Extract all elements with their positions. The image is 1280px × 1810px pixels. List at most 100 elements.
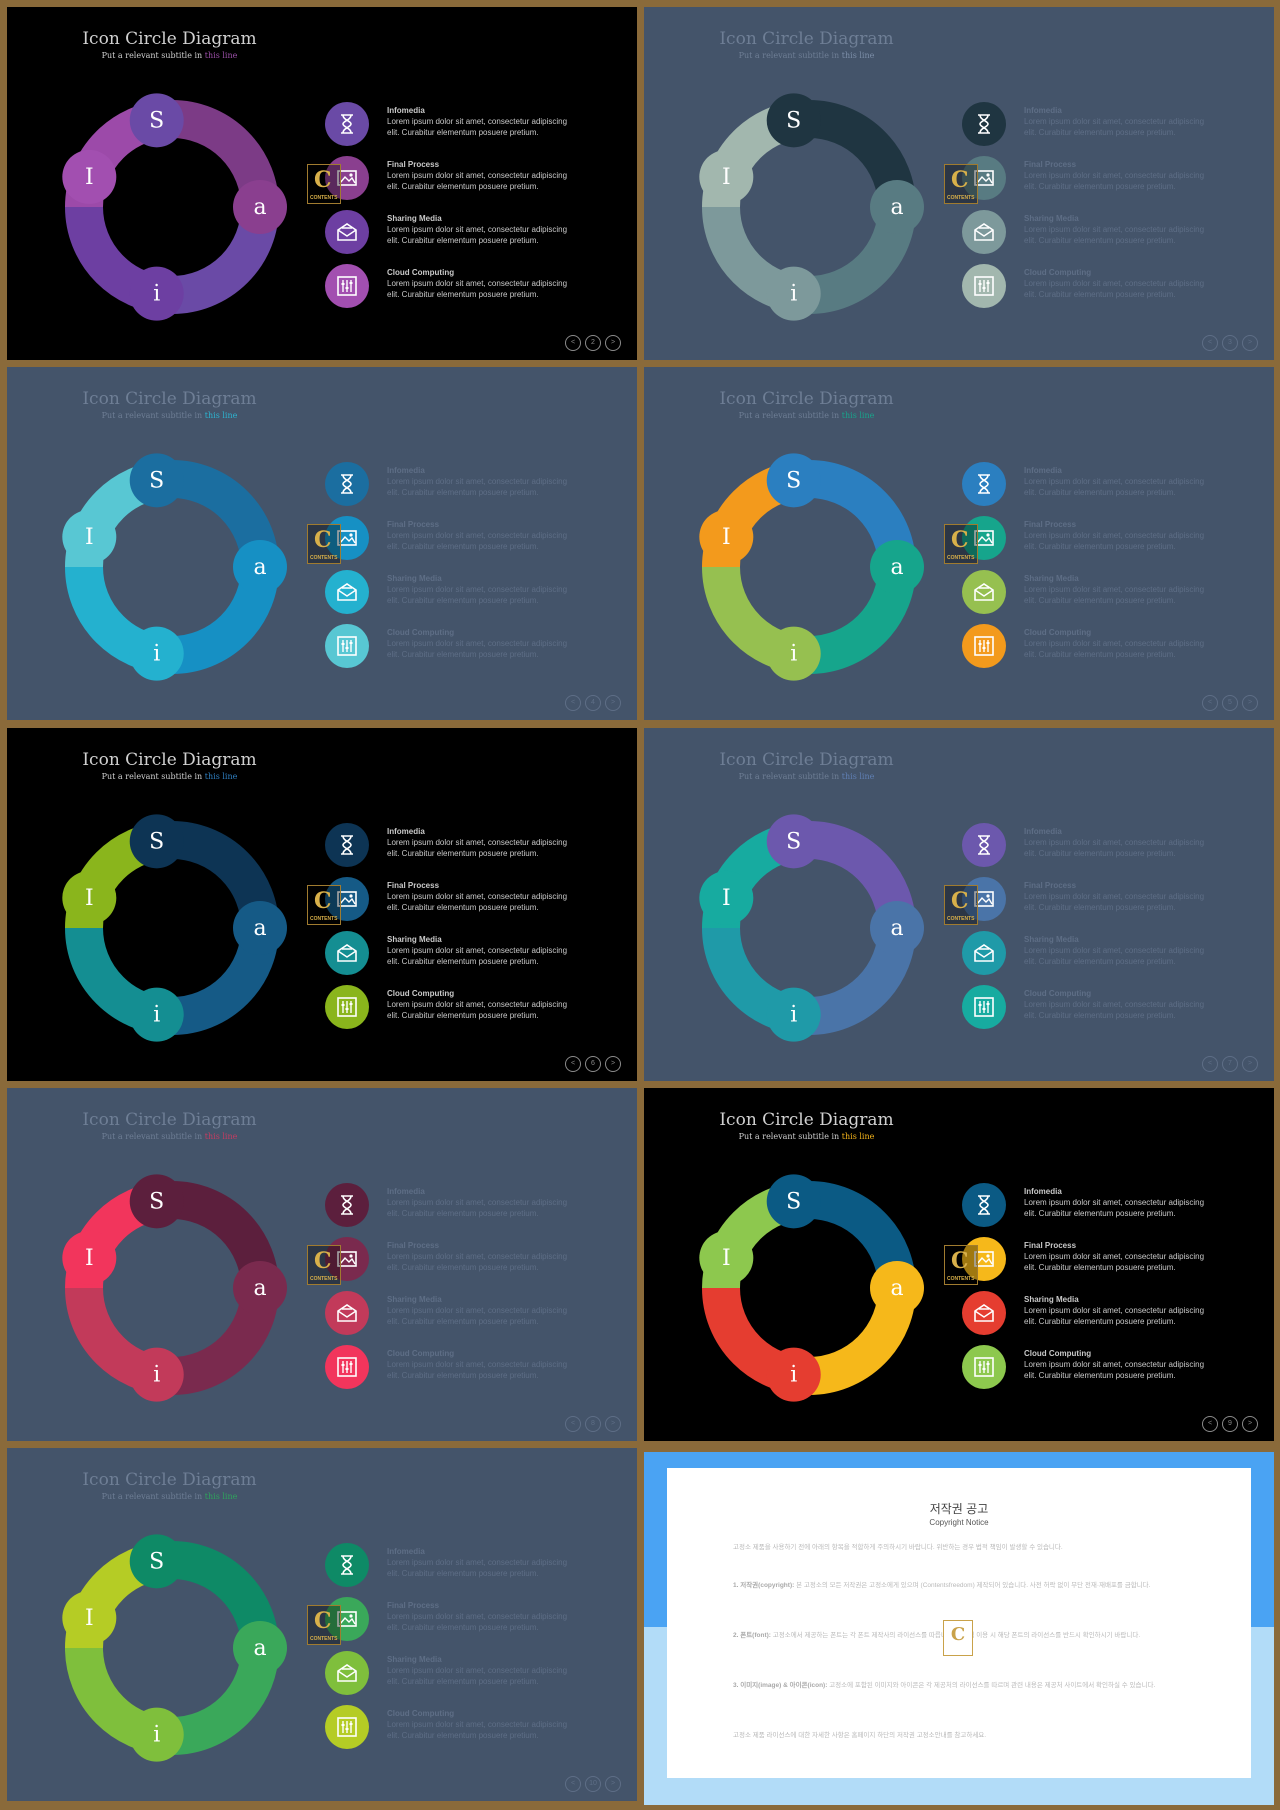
item-description: Lorem ipsum dolor sit amet, consectetur …	[1024, 837, 1239, 859]
mail-icon	[337, 223, 357, 241]
page-number: 10	[585, 1775, 601, 1792]
ring-node-letter: I	[722, 1246, 731, 1271]
slide-title: Icon Circle Diagram	[719, 29, 894, 49]
item-description-line: Lorem ipsum dolor sit amet, consectetur …	[387, 225, 568, 234]
ring-node	[129, 814, 184, 869]
subtitle-text: Put a relevant subtitle in	[738, 51, 840, 60]
mail-icon	[974, 1304, 994, 1322]
prev-page-button[interactable]: <	[1202, 694, 1218, 711]
subtitle-text: Put a relevant subtitle in	[101, 1492, 203, 1501]
prev-page-button[interactable]: <	[1202, 334, 1218, 351]
icon-badge	[962, 570, 1006, 614]
item-description-line: elit. Curabitur elementum posuere pretiu…	[387, 650, 539, 659]
ring-node	[699, 870, 754, 925]
item-title: Infomedia	[387, 1547, 425, 1556]
ring-node	[233, 901, 287, 955]
ring-node	[129, 987, 184, 1042]
icon-badge	[325, 1597, 369, 1641]
ring-node-letter: S	[149, 108, 164, 133]
icon-badge	[962, 823, 1006, 867]
ring-node-letter: a	[253, 195, 266, 220]
list-item: Sharing Media Lorem ipsum dolor sit amet,…	[962, 1291, 1274, 1337]
list-item: Cloud Computing Lorem ipsum dolor sit ame…	[962, 624, 1274, 670]
item-title: Sharing Media	[387, 1655, 442, 1664]
item-description: Lorem ipsum dolor sit amet, consectetur …	[1024, 638, 1239, 660]
slide-subtitle: Put a relevant subtitle in this line	[7, 51, 332, 60]
prev-page-button[interactable]: <	[565, 1055, 581, 1072]
item-description-line: elit. Curabitur elementum posuere pretiu…	[1024, 542, 1176, 551]
ring-node	[699, 509, 754, 564]
hourglass-icon	[978, 114, 990, 134]
mail-icon	[337, 583, 357, 601]
next-page-button[interactable]: >	[605, 1055, 621, 1072]
slide: Icon Circle Diagram Put a relevant subtit…	[7, 728, 637, 1081]
watermark-logo: C CONTENTS	[307, 1245, 341, 1285]
next-page-button[interactable]: >	[605, 694, 621, 711]
ring-node-letter: S	[786, 1189, 801, 1214]
item-description-line: Lorem ipsum dolor sit amet, consectetur …	[1024, 279, 1205, 288]
item-description-line: elit. Curabitur elementum posuere pretiu…	[387, 957, 539, 966]
watermark-letter: C	[951, 527, 969, 553]
item-description: Lorem ipsum dolor sit amet, consectetur …	[387, 278, 602, 300]
list-item: Final Process Lorem ipsum dolor sit amet,…	[962, 156, 1274, 202]
list-item: Infomedia Lorem ipsum dolor sit amet, con…	[962, 1183, 1274, 1229]
item-description: Lorem ipsum dolor sit amet, consectetur …	[1024, 1305, 1239, 1327]
item-description-line: Lorem ipsum dolor sit amet, consectetur …	[1024, 1000, 1205, 1009]
prev-page-button[interactable]: <	[565, 334, 581, 351]
sliders-icon	[337, 1717, 357, 1737]
item-description-line: Lorem ipsum dolor sit amet, consectetur …	[387, 1720, 568, 1729]
slide-subtitle: Put a relevant subtitle in this line	[644, 51, 969, 60]
item-title: Infomedia	[1024, 827, 1062, 836]
watermark-logo: C CONTENTS	[944, 164, 978, 204]
slide-title: Icon Circle Diagram	[82, 1110, 257, 1130]
circle-diagram: Sa i I	[699, 93, 924, 321]
item-title: Infomedia	[387, 1187, 425, 1196]
item-description-line: Lorem ipsum dolor sit amet, consectetur …	[1024, 531, 1205, 540]
next-page-button[interactable]: >	[1242, 1055, 1258, 1072]
ring-node-letter: a	[890, 916, 903, 941]
next-page-button[interactable]: >	[605, 1775, 621, 1792]
item-description-line: Lorem ipsum dolor sit amet, consectetur …	[1024, 1252, 1205, 1261]
ring-node-letter: I	[85, 1606, 94, 1631]
ring-node-letter: S	[149, 829, 164, 854]
notice-paragraph-body: 고정소에 포함된 이미지와 아이콘은 각 제공처의 라이선스를 따르며 관련 내…	[829, 1682, 1156, 1689]
watermark-letter: C	[314, 527, 332, 553]
item-title: Final Process	[1024, 881, 1077, 890]
item-description-line: Lorem ipsum dolor sit amet, consectetur …	[1024, 477, 1205, 486]
prev-page-button[interactable]: <	[1202, 1055, 1218, 1072]
slide-title: Icon Circle Diagram	[719, 389, 894, 409]
list-item: Final Process Lorem ipsum dolor sit amet,…	[325, 156, 637, 202]
prev-page-button[interactable]: <	[1202, 1415, 1218, 1432]
ring-node-letter: a	[253, 1276, 266, 1301]
prev-page-button[interactable]: <	[565, 1775, 581, 1792]
item-description-line: Lorem ipsum dolor sit amet, consectetur …	[387, 946, 568, 955]
next-page-button[interactable]: >	[1242, 694, 1258, 711]
subtitle-highlight: this line	[204, 1132, 238, 1141]
item-description-line: Lorem ipsum dolor sit amet, consectetur …	[1024, 171, 1205, 180]
ring-node-letter: S	[149, 1549, 164, 1574]
icon-badge	[962, 1237, 1006, 1281]
item-description-line: Lorem ipsum dolor sit amet, consectetur …	[1024, 1360, 1205, 1369]
item-description: Lorem ipsum dolor sit amet, consectetur …	[1024, 278, 1239, 300]
item-description-line: elit. Curabitur elementum posuere pretiu…	[1024, 488, 1176, 497]
item-description-line: elit. Curabitur elementum posuere pretiu…	[1024, 957, 1176, 966]
list-item: Infomedia Lorem ipsum dolor sit amet, con…	[962, 102, 1274, 148]
item-description: Lorem ipsum dolor sit amet, consectetur …	[387, 1197, 602, 1219]
next-page-button[interactable]: >	[605, 334, 621, 351]
item-title: Cloud Computing	[1024, 1349, 1092, 1358]
next-page-button[interactable]: >	[1242, 334, 1258, 351]
next-page-button[interactable]: >	[605, 1415, 621, 1432]
hourglass-icon	[978, 835, 990, 855]
page-number: 5	[1222, 694, 1238, 711]
item-title: Final Process	[387, 1601, 440, 1610]
slide-subtitle: Put a relevant subtitle in this line	[7, 1132, 332, 1141]
next-page-button[interactable]: >	[1242, 1415, 1258, 1432]
image-icon	[337, 170, 357, 186]
watermark-letter: C	[951, 167, 969, 193]
ring-node-letter: S	[149, 468, 164, 493]
prev-page-button[interactable]: <	[565, 1415, 581, 1432]
circle-diagram: Sa i I	[62, 1534, 287, 1762]
prev-page-button[interactable]: <	[565, 694, 581, 711]
notice-paragraph-footer: 고정소 제품 라이선스에 대한 자세한 사항은 홈페이지 하단의 저작권 고정소…	[733, 1732, 987, 1739]
item-title: Infomedia	[387, 466, 425, 475]
